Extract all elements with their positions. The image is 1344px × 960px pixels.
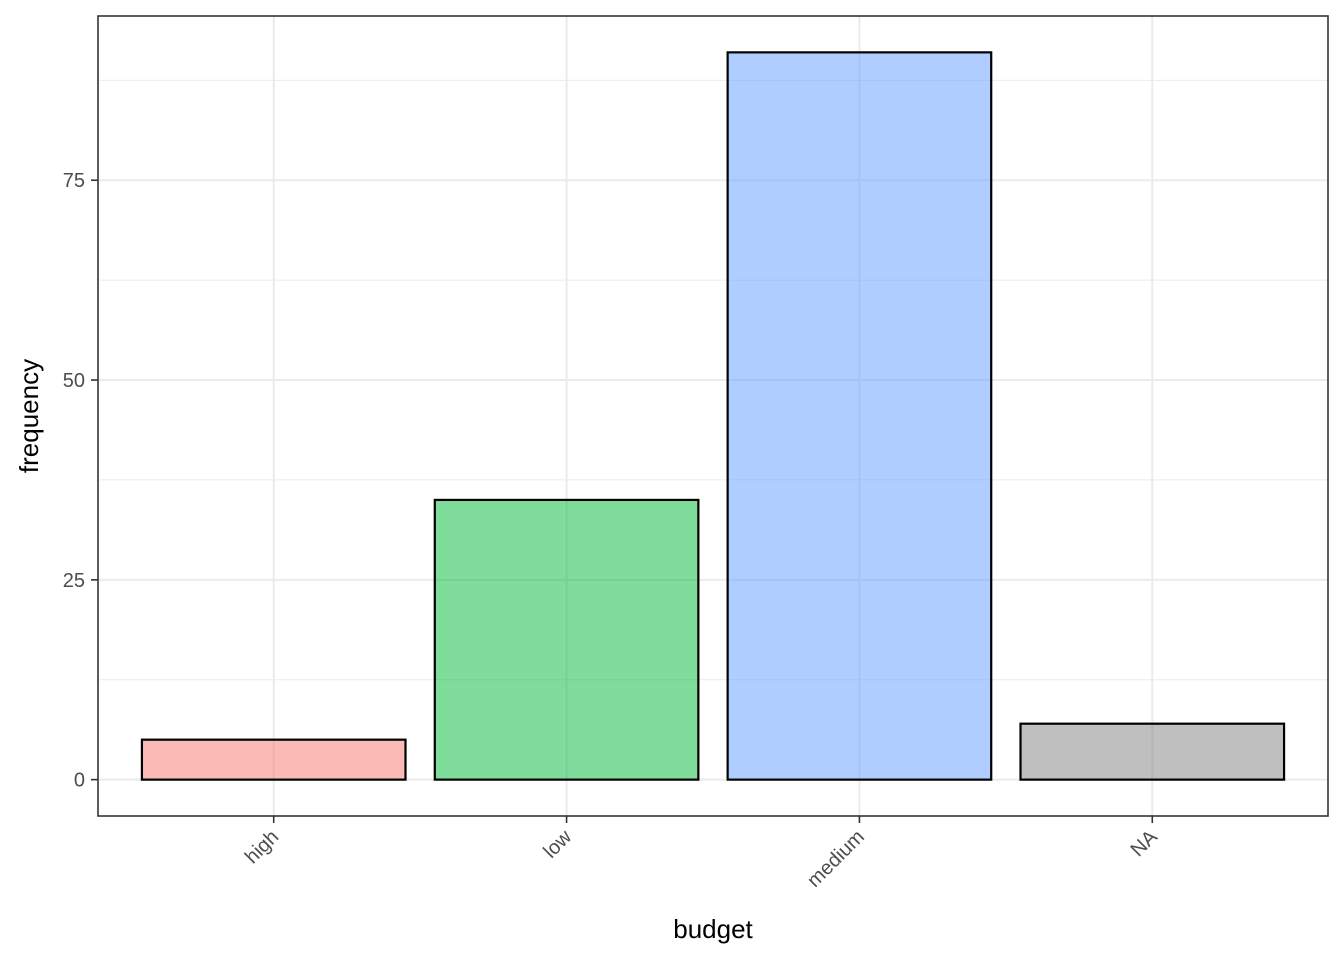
y-axis-title: frequency — [14, 359, 44, 473]
y-tick-label: 25 — [63, 570, 85, 592]
x-axis-title: budget — [673, 914, 753, 944]
panel-border — [97, 15, 1329, 817]
bar-low — [433, 498, 700, 781]
y-axis-ticks: 0 25 50 75 — [63, 170, 98, 792]
bars — [140, 51, 1286, 781]
bar-high — [140, 738, 407, 781]
y-tick-label: 75 — [63, 170, 85, 192]
bar-na — [1019, 722, 1286, 781]
y-tick-label: 0 — [74, 770, 85, 792]
minor-gridlines — [98, 79, 1328, 681]
bar-medium — [726, 51, 993, 781]
y-tick-label: 50 — [63, 370, 85, 392]
